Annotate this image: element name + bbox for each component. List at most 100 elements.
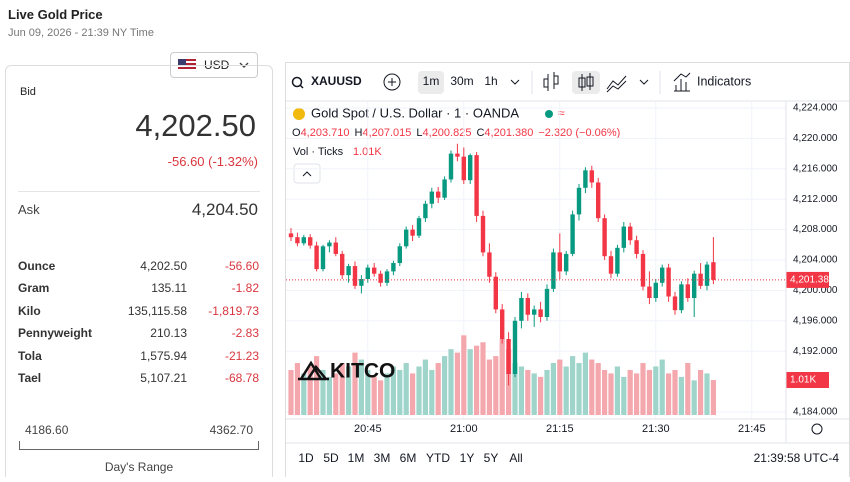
volume-bar [365, 369, 371, 415]
row-change: -1.82 [231, 281, 259, 296]
volume-bar [659, 359, 665, 415]
volume-bar [422, 359, 428, 415]
candle-body [570, 214, 575, 254]
candle-body [301, 237, 306, 244]
settings-icon[interactable] [811, 423, 823, 435]
y-tick-label: 4,200.000 [793, 285, 838, 296]
plot-area: 4,224.000 4,220.000 4,216.000 4,212.000 4,20… [286, 101, 838, 435]
range-button[interactable]: 6M [400, 451, 417, 465]
volume-bar [467, 349, 473, 415]
candle-body [384, 271, 390, 283]
row-price: 135,115.58 [127, 303, 187, 318]
candle-body [519, 298, 524, 321]
area-icon[interactable] [606, 75, 627, 93]
candle-body [557, 252, 562, 272]
clock: 21:39:58 UTC-4 [754, 451, 840, 465]
y-tick-label: 4,204.000 [793, 255, 838, 266]
compare-button[interactable] [383, 73, 401, 91]
chart: XAUUSD 1m 30m 1h Indicators Gold Spot / … [286, 71, 849, 465]
volume-bar [416, 366, 422, 415]
volume-bar [435, 363, 441, 415]
volume-bar [346, 366, 352, 415]
candle-body [487, 252, 492, 277]
volume-bar [499, 338, 505, 415]
candle-body [647, 286, 652, 298]
y-tick-label: 4,220.000 [793, 133, 838, 144]
range-button[interactable]: All [509, 451, 522, 465]
logo-text: KITCO [330, 360, 395, 383]
chevron [302, 171, 312, 177]
interval-active [418, 71, 444, 94]
y-tick-label: 4,224.000 [793, 103, 838, 114]
ohlc-key: H [355, 127, 363, 139]
ohlc-key: O [292, 127, 301, 139]
volume-bar [378, 380, 384, 415]
x-tick-label: 21:30 [642, 423, 670, 435]
market-status [545, 110, 553, 118]
volume-bar [390, 366, 396, 415]
candle-body [372, 267, 377, 274]
candles-icon[interactable] [578, 73, 594, 91]
bid-change: -56.60 (-1.32%) [167, 154, 258, 169]
candle-body [397, 246, 402, 264]
status-icon: ≈ [558, 106, 565, 120]
candle-body [448, 153, 454, 180]
candle-body [544, 288, 550, 317]
bars-icon[interactable] [543, 72, 559, 91]
volume-bar [563, 366, 569, 415]
y-tick-label: 4,208.000 [793, 224, 838, 235]
candle-body [327, 242, 332, 247]
volume-bar [640, 363, 646, 415]
last-volume-label: 1.01K [790, 375, 816, 386]
row-price: 1,575.94 [140, 348, 187, 363]
candle-body [660, 267, 665, 283]
y-tick-label: 4,212.000 [793, 194, 838, 205]
range-button[interactable]: 3M [374, 451, 391, 465]
quote-panel: Bid 4,202.50 -56.60 (-1.32%) Ask 4,204.5… [5, 65, 273, 477]
chevron[interactable] [510, 79, 520, 85]
search-icon[interactable] [291, 76, 303, 88]
ohlc-value: 4,203.710 [301, 127, 350, 139]
symbol[interactable]: XAUUSD [311, 74, 362, 88]
ohlc-value: 4,200.825 [423, 127, 472, 139]
candle-body [679, 284, 684, 311]
volume-bar [691, 380, 697, 415]
candle-body [474, 155, 479, 216]
candle-body [442, 179, 447, 198]
range-button[interactable]: 1Y [460, 451, 475, 465]
interval-button[interactable]: 30m [450, 74, 473, 88]
range-button[interactable]: 1M [348, 451, 365, 465]
range-button[interactable]: 5D [323, 451, 339, 465]
candle-body [711, 262, 716, 280]
indicators-button[interactable]: Indicators [697, 74, 751, 88]
logo-mark [298, 360, 329, 381]
volume-bar [602, 369, 608, 415]
chevron[interactable] [639, 79, 649, 85]
volume-bar [685, 363, 691, 415]
volume-bar [582, 352, 588, 415]
volume-bar [653, 366, 659, 415]
row-change: -2.83 [231, 326, 259, 341]
volume-bar [352, 352, 358, 415]
candle-body [391, 263, 396, 272]
candle-body [308, 237, 313, 246]
candle-body [532, 309, 537, 315]
volume-bar [307, 366, 313, 415]
range-button[interactable]: 1D [298, 451, 314, 465]
candle-body [653, 282, 658, 298]
collapse-button[interactable] [293, 163, 321, 184]
bid-price: 4,202.50 [135, 108, 256, 143]
ohlc-value: 4,207.015 [362, 127, 411, 139]
interval-button[interactable]: 1m [423, 74, 440, 88]
row-price: 4,202.50 [140, 259, 187, 273]
candle-body [685, 284, 690, 298]
row-change: -21.23 [224, 348, 259, 363]
row-price: 210.13 [150, 326, 187, 341]
candle-body [634, 240, 639, 254]
indicators-icon[interactable] [673, 72, 691, 92]
range-bar [19, 441, 259, 450]
range-button[interactable]: YTD [426, 451, 450, 465]
interval-button[interactable]: 1h [484, 74, 497, 88]
range-button[interactable]: 5Y [484, 451, 499, 465]
